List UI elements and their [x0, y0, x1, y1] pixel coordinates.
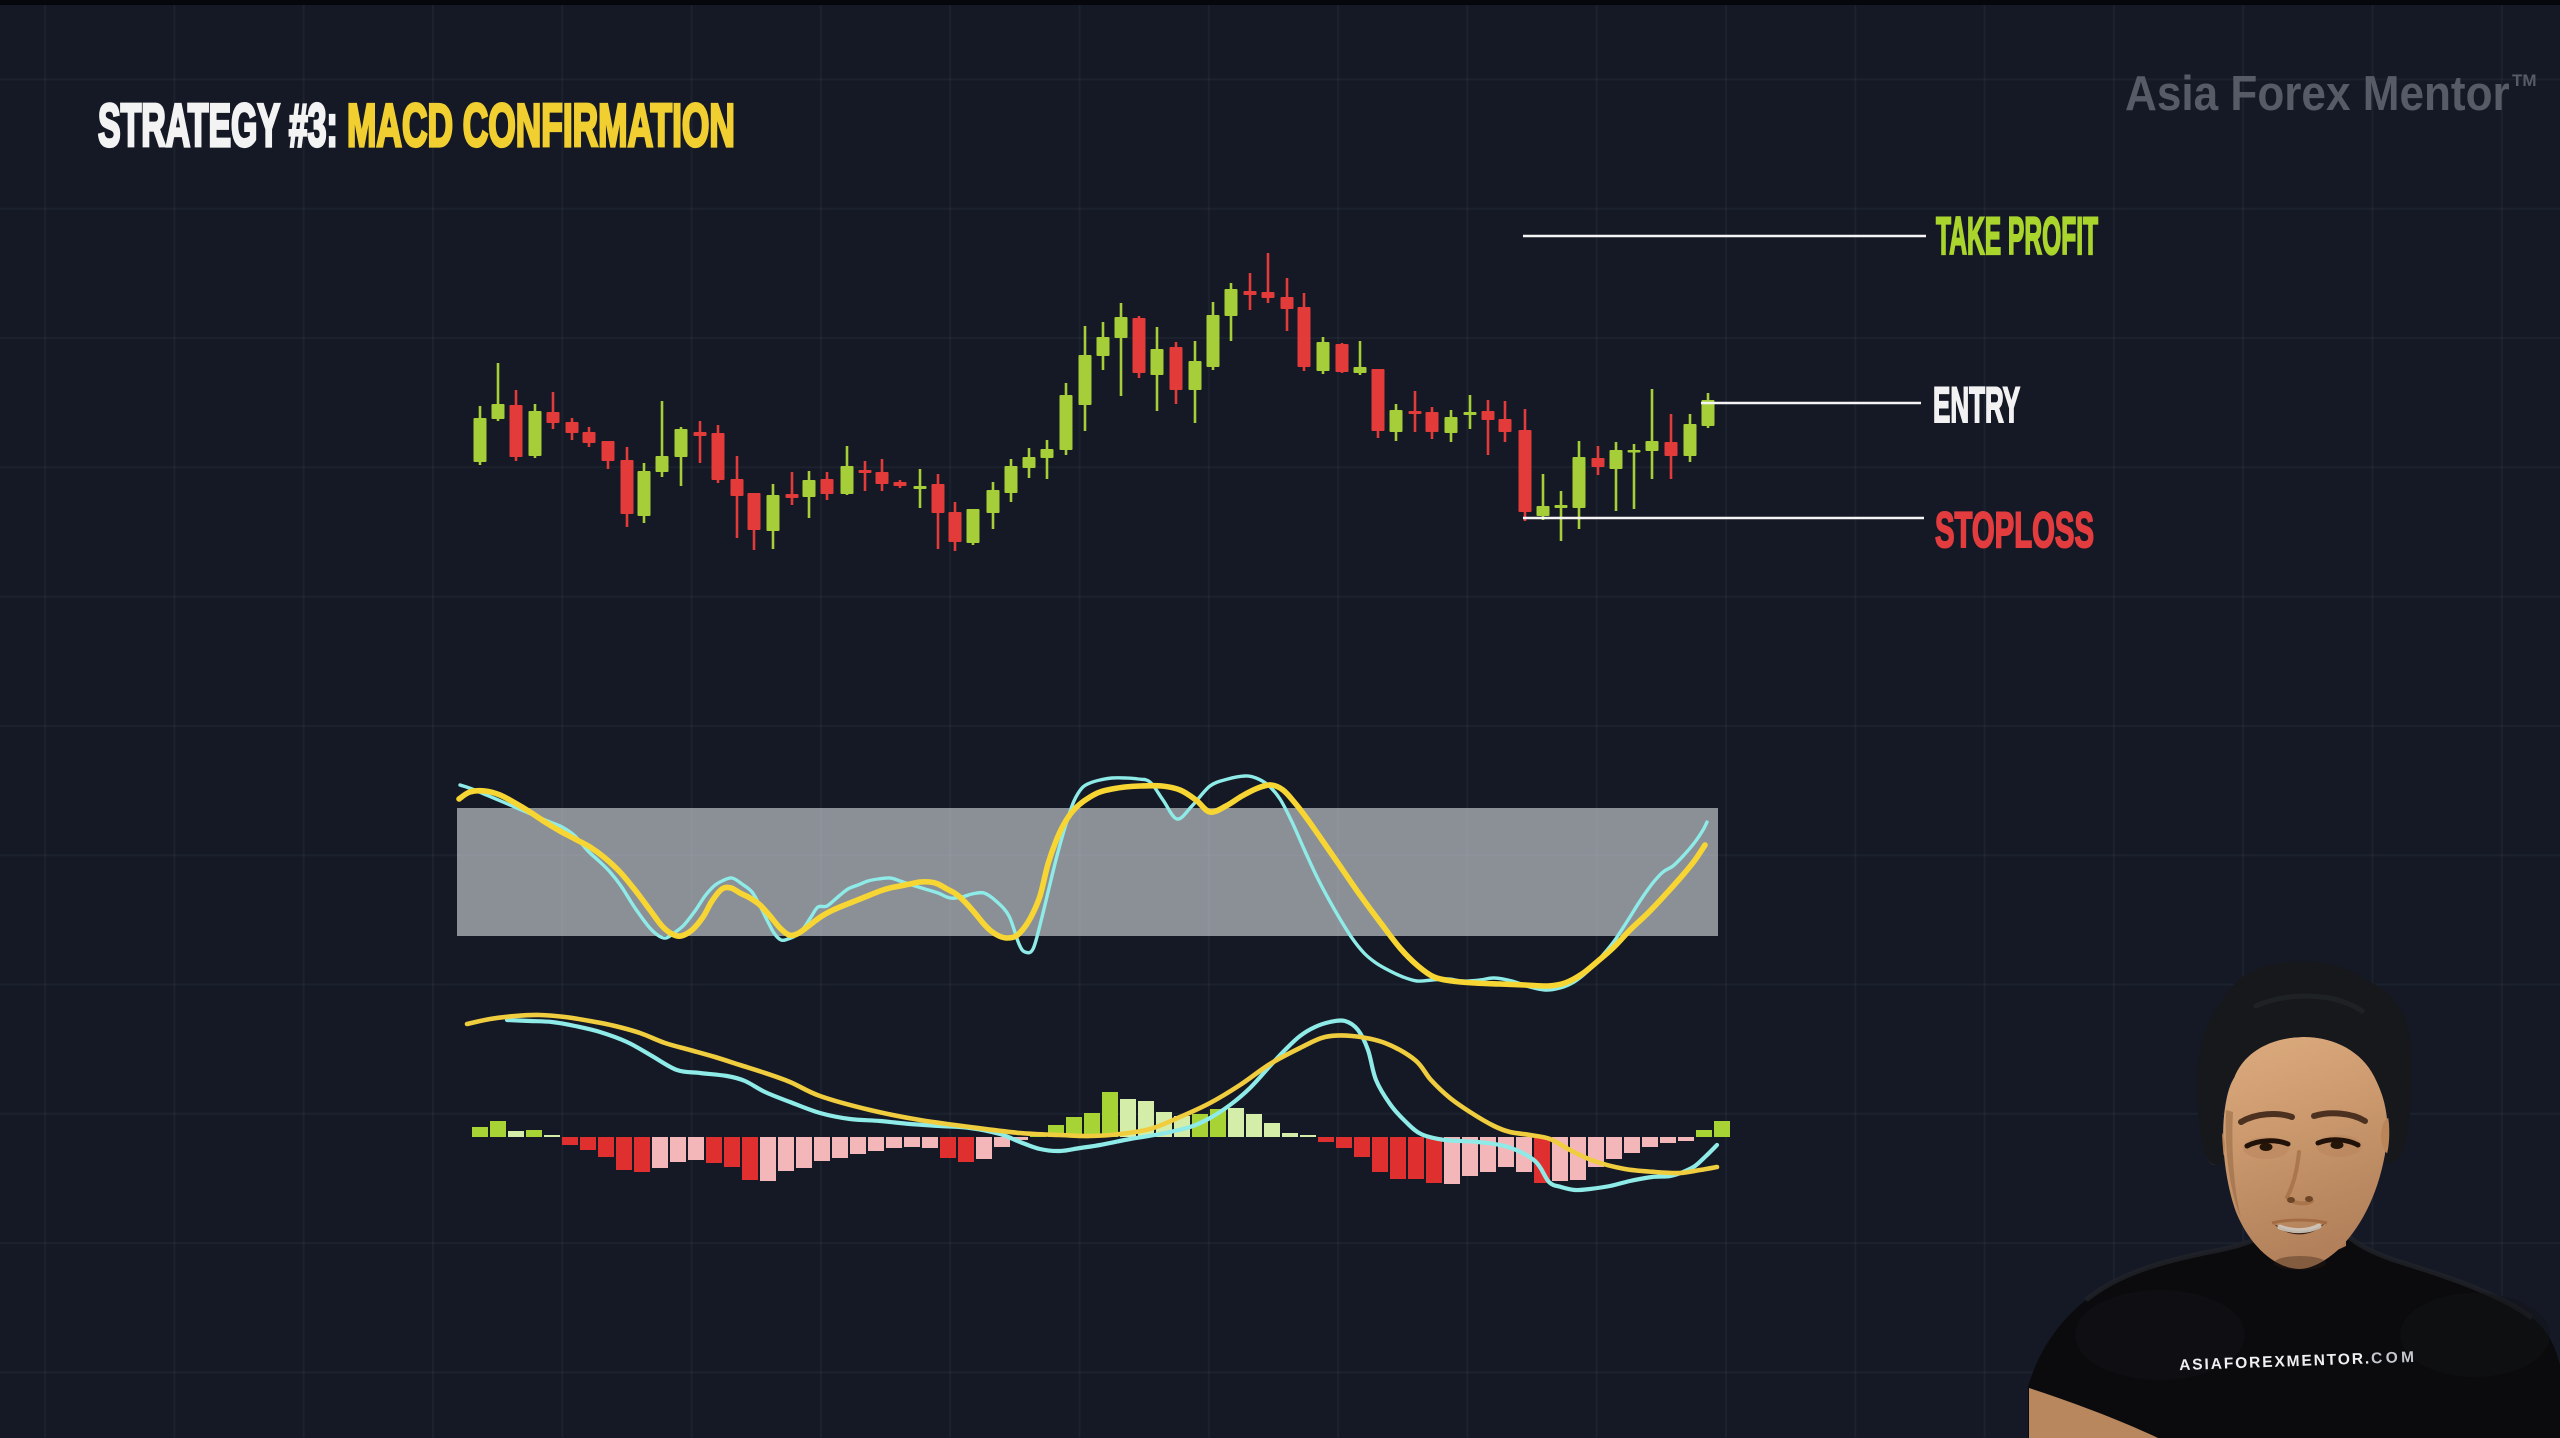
svg-text:STRATEGY #3:: STRATEGY #3: [98, 93, 338, 159]
svg-text:MACD CONFIRMATION: MACD CONFIRMATION [347, 92, 735, 159]
svg-text:TAKE PROFIT: TAKE PROFIT [1936, 207, 2098, 266]
svg-text:STOPLOSS: STOPLOSS [1935, 502, 2094, 558]
svg-text:Asia Forex Mentor: Asia Forex Mentor [2125, 66, 2510, 121]
svg-text:TM: TM [2512, 71, 2537, 90]
svg-text:ENTRY: ENTRY [1933, 378, 2020, 433]
